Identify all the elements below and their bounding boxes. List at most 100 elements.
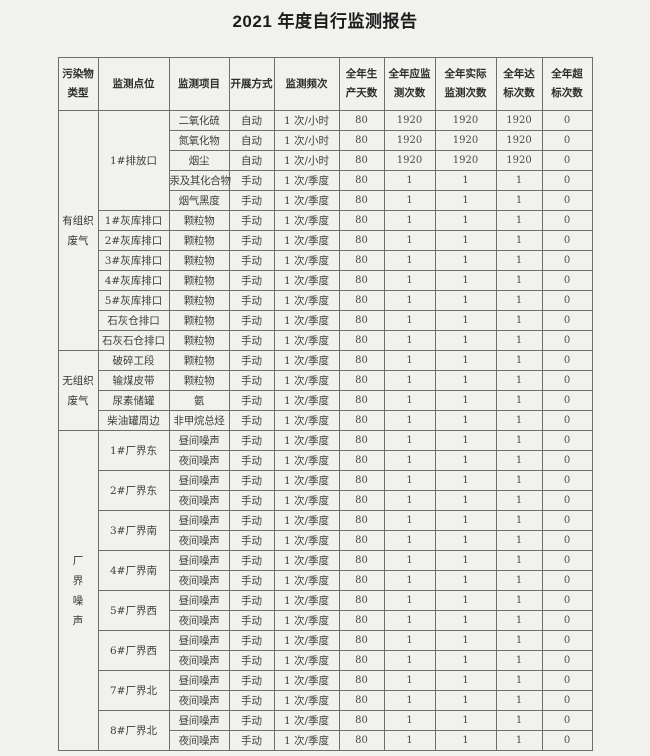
column-header: 监测项目 bbox=[168, 57, 230, 111]
cell-mode: 手动 bbox=[228, 230, 275, 251]
cell-item: 二氧化硫 bbox=[168, 110, 230, 131]
cell-mode: 手动 bbox=[228, 250, 275, 271]
cell-actual: 1 bbox=[434, 690, 497, 711]
cell-mode: 手动 bbox=[228, 410, 275, 431]
cell-days: 80 bbox=[338, 630, 385, 651]
cell-actual: 1 bbox=[434, 170, 497, 191]
cell-freq: 1 次/季度 bbox=[273, 210, 340, 231]
cell-freq: 1 次/季度 bbox=[273, 710, 340, 731]
cell-freq: 1 次/季度 bbox=[273, 170, 340, 191]
table-row: 夜间噪声 手动 1 次/季度 80 1 1 1 0 bbox=[58, 650, 593, 671]
cell-actual: 1 bbox=[434, 710, 497, 731]
cell-mode: 手动 bbox=[228, 330, 275, 351]
cell-freq: 1 次/季度 bbox=[273, 470, 340, 491]
cell-item: 昼间噪声 bbox=[168, 510, 230, 531]
cell-compliant: 1 bbox=[495, 410, 543, 431]
cell-days: 80 bbox=[338, 390, 385, 411]
cell-mode: 手动 bbox=[228, 390, 275, 411]
column-header: 监测频次 bbox=[273, 57, 340, 111]
cell-required: 1 bbox=[383, 610, 436, 631]
cell-days: 80 bbox=[338, 490, 385, 511]
cell-required: 1 bbox=[383, 570, 436, 591]
column-header: 开展方式 bbox=[228, 57, 275, 111]
cell-actual: 1 bbox=[434, 250, 497, 271]
monitoring-point-cell: 柴油罐周边 bbox=[97, 410, 170, 431]
cell-days: 80 bbox=[338, 550, 385, 571]
cell-mode: 手动 bbox=[228, 530, 275, 551]
table-row: 夜间噪声 手动 1 次/季度 80 1 1 1 0 bbox=[58, 570, 593, 591]
cell-item: 夜间噪声 bbox=[168, 730, 230, 751]
cell-required: 1 bbox=[383, 350, 436, 371]
monitoring-point-cell: 3#灰库排口 bbox=[97, 250, 170, 271]
cell-item: 烟气黑度 bbox=[168, 190, 230, 211]
cell-required: 1 bbox=[383, 170, 436, 191]
cell-exceed: 0 bbox=[541, 690, 593, 711]
cell-actual: 1 bbox=[434, 210, 497, 231]
cell-days: 80 bbox=[338, 650, 385, 671]
cell-mode: 手动 bbox=[228, 590, 275, 611]
monitoring-point-cell: 6#厂界西 bbox=[97, 630, 170, 671]
cell-mode: 手动 bbox=[228, 650, 275, 671]
cell-exceed: 0 bbox=[541, 590, 593, 611]
cell-freq: 1 次/季度 bbox=[273, 590, 340, 611]
cell-exceed: 0 bbox=[541, 550, 593, 571]
cell-compliant: 1 bbox=[495, 510, 543, 531]
cell-actual: 1 bbox=[434, 550, 497, 571]
cell-days: 80 bbox=[338, 510, 385, 531]
cell-compliant: 1 bbox=[495, 450, 543, 471]
cell-mode: 手动 bbox=[228, 210, 275, 231]
monitoring-point-cell: 2#厂界东 bbox=[97, 470, 170, 511]
cell-days: 80 bbox=[338, 570, 385, 591]
monitoring-point-cell: 1#灰库排口 bbox=[97, 210, 170, 231]
cell-freq: 1 次/季度 bbox=[273, 190, 340, 211]
monitoring-point-cell: 1#厂界东 bbox=[97, 430, 170, 471]
cell-compliant: 1 bbox=[495, 370, 543, 391]
cell-item: 颗粒物 bbox=[168, 290, 230, 311]
cell-freq: 1 次/小时 bbox=[273, 150, 340, 171]
report-title: 2021 年度自行监测报告 bbox=[232, 12, 418, 31]
cell-mode: 手动 bbox=[228, 630, 275, 651]
column-header: 全年超 标次数 bbox=[541, 57, 593, 111]
table-row: 3#灰库排口 颗粒物 手动 1 次/季度 80 1 1 1 0 bbox=[58, 250, 593, 271]
cell-freq: 1 次/季度 bbox=[273, 410, 340, 431]
cell-days: 80 bbox=[338, 130, 385, 151]
cell-actual: 1 bbox=[434, 350, 497, 371]
cell-freq: 1 次/季度 bbox=[273, 230, 340, 251]
cell-item: 夜间噪声 bbox=[168, 610, 230, 631]
column-header: 全年应监 测次数 bbox=[383, 57, 436, 111]
cell-compliant: 1 bbox=[495, 390, 543, 411]
cell-required: 1 bbox=[383, 450, 436, 471]
cell-freq: 1 次/小时 bbox=[273, 110, 340, 131]
cell-required: 1 bbox=[383, 710, 436, 731]
document-page: 2021 年度自行监测报告 污染物 类型 监测点位 监测项目 开展方式 监测频次 全年生 … bbox=[0, 10, 650, 756]
pollutant-type-cell: 厂 界 噪 声 bbox=[57, 430, 99, 751]
cell-exceed: 0 bbox=[541, 290, 593, 311]
cell-required: 1 bbox=[383, 650, 436, 671]
table-row: 氮氧化物 自动 1 次/小时 80 1920 1920 1920 0 bbox=[58, 130, 593, 151]
cell-days: 80 bbox=[338, 610, 385, 631]
cell-freq: 1 次/季度 bbox=[273, 350, 340, 371]
cell-item: 颗粒物 bbox=[168, 270, 230, 291]
cell-days: 80 bbox=[338, 190, 385, 211]
table-row: 4#厂界南 昼间噪声 手动 1 次/季度 80 1 1 1 0 bbox=[58, 550, 593, 591]
cell-required: 1920 bbox=[383, 150, 436, 171]
table-row: 烟气黑度 手动 1 次/季度 80 1 1 1 0 bbox=[58, 190, 593, 211]
monitoring-point-cell: 3#厂界南 bbox=[97, 510, 170, 551]
cell-actual: 1 bbox=[434, 490, 497, 511]
cell-compliant: 1 bbox=[495, 330, 543, 351]
cell-days: 80 bbox=[338, 290, 385, 311]
cell-actual: 1 bbox=[434, 290, 497, 311]
pollutant-type-cell: 有组织 废气 bbox=[57, 110, 99, 351]
cell-actual: 1920 bbox=[434, 130, 497, 151]
cell-compliant: 1 bbox=[495, 230, 543, 251]
table-row: 厂 界 噪 声 1#厂界东 昼间噪声 手动 1 次/季度 80 1 1 1 0 bbox=[57, 430, 593, 751]
cell-item: 颗粒物 bbox=[168, 350, 230, 371]
cell-required: 1 bbox=[383, 370, 436, 391]
cell-actual: 1 bbox=[434, 510, 497, 531]
cell-mode: 手动 bbox=[228, 610, 275, 631]
cell-exceed: 0 bbox=[541, 370, 593, 391]
table-row: 尿素储罐氨手动 1 次/季度 80 1 1 1 0 bbox=[58, 390, 593, 411]
cell-item: 烟尘 bbox=[168, 150, 230, 171]
cell-freq: 1 次/季度 bbox=[273, 390, 340, 411]
cell-compliant: 1 bbox=[495, 290, 543, 311]
